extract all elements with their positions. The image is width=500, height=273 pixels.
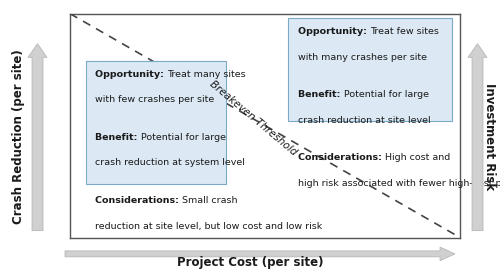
- Text: Treat few sites: Treat few sites: [370, 27, 439, 36]
- Text: Considerations:: Considerations:: [298, 153, 386, 162]
- Text: Investment Risk: Investment Risk: [482, 83, 496, 190]
- Text: High cost and: High cost and: [386, 153, 450, 162]
- Text: with few crashes per site: with few crashes per site: [96, 95, 214, 104]
- Text: Potential for large: Potential for large: [344, 90, 429, 99]
- Text: Considerations:: Considerations:: [96, 196, 182, 205]
- Text: reduction at site level, but low cost and low risk: reduction at site level, but low cost an…: [96, 221, 322, 230]
- FancyBboxPatch shape: [86, 61, 226, 184]
- Text: Crash Reduction (per site): Crash Reduction (per site): [12, 49, 26, 224]
- FancyBboxPatch shape: [288, 18, 452, 121]
- Text: Benefit:: Benefit:: [298, 90, 344, 99]
- Text: Treat many sites: Treat many sites: [168, 70, 246, 79]
- Text: Opportunity:: Opportunity:: [96, 70, 168, 79]
- Text: Small crash: Small crash: [182, 196, 238, 205]
- Text: crash reduction at system level: crash reduction at system level: [96, 158, 245, 167]
- Text: Breakeven Threshold: Breakeven Threshold: [208, 78, 299, 157]
- Text: Project Cost (per site): Project Cost (per site): [177, 256, 323, 269]
- Text: high risk associated with fewer high-cost projects: high risk associated with fewer high-cos…: [298, 179, 500, 188]
- Text: Opportunity:: Opportunity:: [298, 27, 370, 36]
- Text: Potential for large: Potential for large: [141, 133, 226, 142]
- Text: crash reduction at site level: crash reduction at site level: [298, 116, 431, 125]
- Text: with many crashes per site: with many crashes per site: [298, 53, 427, 62]
- Text: Benefit:: Benefit:: [96, 133, 141, 142]
